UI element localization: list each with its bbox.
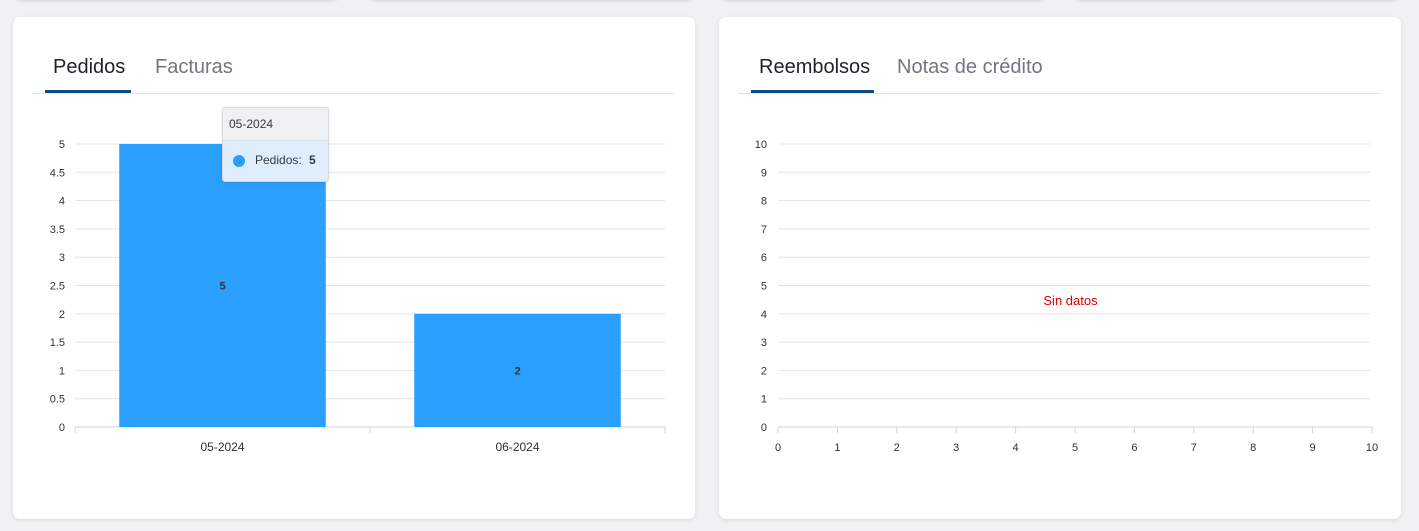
y-tick-label: 2 <box>59 309 65 321</box>
x-tick-label: 3 <box>953 442 959 454</box>
tooltip-value: 5 <box>309 153 316 167</box>
bar <box>119 144 326 427</box>
x-tick-label: 10 <box>1366 442 1378 454</box>
y-tick-label: 0 <box>59 422 65 434</box>
bar-data-label: 2 <box>514 365 520 377</box>
x-tick-label: 05-2024 <box>200 440 244 454</box>
y-tick-label: 7 <box>761 224 767 236</box>
orders-tabs: Pedidos Facturas <box>32 50 675 94</box>
x-tick-label: 1 <box>834 442 840 454</box>
y-tick-label: 1 <box>59 365 65 377</box>
tooltip-series-label: Pedidos: <box>255 153 302 167</box>
y-tick-label: 3 <box>761 337 767 349</box>
tab-notas-de-credito[interactable]: Notas de crédito <box>897 56 1043 78</box>
y-tick-label: 5 <box>59 139 65 151</box>
y-tick-label: 4 <box>761 309 767 321</box>
y-tick-label: 2 <box>761 365 767 377</box>
x-tick-label: 8 <box>1250 442 1256 454</box>
x-tick-label: 4 <box>1013 442 1019 454</box>
y-tick-label: 1.5 <box>50 337 65 349</box>
bar-data-label: 5 <box>219 281 225 293</box>
orders-bar-chart: 0 0.5 1 1.5 2 2.5 3 3.5 4 4.5 5 5 05-2024 2 06-2024 <box>50 139 666 454</box>
x-tick-label: 6 <box>1131 442 1137 454</box>
x-tick-label: 9 <box>1310 442 1316 454</box>
x-tick-label: 2 <box>894 442 900 454</box>
y-tick-label: 8 <box>761 196 767 208</box>
y-tick-label: 4 <box>59 196 65 208</box>
y-tick-label: 5 <box>761 281 767 293</box>
tab-facturas[interactable]: Facturas <box>155 56 233 78</box>
y-tick-label: 0 <box>761 422 767 434</box>
y-tick-label: 9 <box>761 167 767 179</box>
x-tick-label: 7 <box>1191 442 1197 454</box>
refunds-credit-notes-card: Reembolsos Notas de crédito 0 1 2 3 4 5 6 7 8 9 10… <box>719 17 1401 519</box>
chart-tooltip: 05-2024 Pedidos: 5 <box>222 107 329 182</box>
y-tick-label: 2.5 <box>50 281 65 293</box>
tab-pedidos[interactable]: Pedidos <box>45 50 131 93</box>
tab-reembolsos[interactable]: Reembolsos <box>751 50 874 93</box>
y-tick-label: 3.5 <box>50 224 65 236</box>
tooltip-row: Pedidos: 5 <box>223 141 328 180</box>
y-tick-label: 3 <box>59 252 65 264</box>
x-tick-label: 0 <box>775 442 781 454</box>
y-tick-label: 6 <box>761 252 767 264</box>
y-tick-label: 4.5 <box>50 167 65 179</box>
refunds-chart: 0 1 2 3 4 5 6 7 8 9 10 0 1 2 3 4 5 6 7 8 9 10 <box>755 139 1378 454</box>
tooltip-title: 05-2024 <box>223 108 328 141</box>
y-tick-label: 1 <box>761 394 767 406</box>
no-data-message: Sin datos <box>1043 293 1098 308</box>
refunds-tabs: Reembolsos Notas de crédito <box>738 50 1381 94</box>
x-tick-label: 5 <box>1072 442 1078 454</box>
x-tick-label: 06-2024 <box>495 440 539 454</box>
orders-invoices-card: Pedidos Facturas 0 0.5 1 1.5 2 2.5 3 3.5 4 4.5 5 5 0… <box>13 17 695 519</box>
y-tick-label: 0.5 <box>50 394 65 406</box>
bar <box>414 313 621 427</box>
y-tick-label: 10 <box>755 139 767 151</box>
series-marker-icon <box>233 155 245 167</box>
